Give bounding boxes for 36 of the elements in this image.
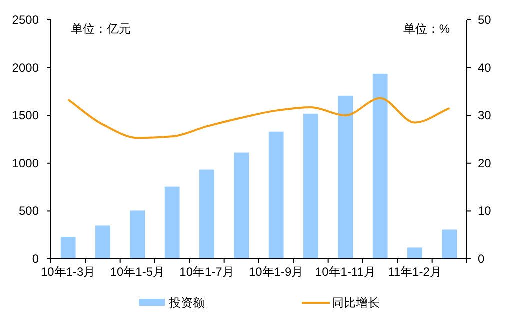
legend-同比增长: 同比增长 bbox=[302, 296, 380, 310]
y-tick-label: 500 bbox=[18, 204, 40, 218]
bar bbox=[372, 74, 388, 259]
y2-tick-label: 30 bbox=[478, 108, 492, 123]
y-tick-label: 2000 bbox=[12, 60, 40, 75]
bar bbox=[234, 152, 250, 259]
bar bbox=[304, 114, 318, 259]
bar bbox=[130, 210, 146, 259]
x-tick-label: 10年1-7月 bbox=[180, 265, 234, 279]
y-tick-label: 1000 bbox=[12, 156, 40, 170]
legend-label: 同比增长 bbox=[332, 296, 380, 310]
x-tick-label: 10年1-11月 bbox=[315, 265, 376, 279]
bar bbox=[338, 96, 354, 259]
bar bbox=[164, 186, 180, 259]
bar bbox=[408, 248, 422, 259]
x-tick-label: 11年1-2月 bbox=[388, 265, 442, 279]
legend-投资额: 投资额 bbox=[139, 296, 205, 310]
annotation: 单位：% bbox=[403, 22, 450, 36]
bar bbox=[200, 170, 214, 259]
y-tick-label: 1500 bbox=[12, 108, 40, 123]
bar bbox=[268, 132, 284, 259]
legend-label: 投资额 bbox=[168, 296, 205, 310]
y2-tick-label: 40 bbox=[478, 60, 492, 75]
x-tick-label: 10年1-5月 bbox=[110, 265, 166, 279]
y2-tick-label: 10 bbox=[478, 204, 492, 218]
y-tick-label: 0 bbox=[32, 252, 40, 266]
y2-tick-label: 50 bbox=[478, 13, 492, 27]
bar bbox=[60, 237, 76, 259]
x-tick-label: 10年1-3月 bbox=[40, 265, 96, 279]
y2-tick-label: 20 bbox=[478, 156, 492, 170]
y2-tick-label: 0 bbox=[478, 252, 485, 266]
bar bbox=[96, 226, 110, 259]
y-tick-label: 2500 bbox=[12, 13, 40, 27]
annotation: 单位：亿元 bbox=[71, 22, 131, 36]
x-tick-label: 10年1-9月 bbox=[248, 265, 304, 279]
bar bbox=[442, 230, 458, 259]
